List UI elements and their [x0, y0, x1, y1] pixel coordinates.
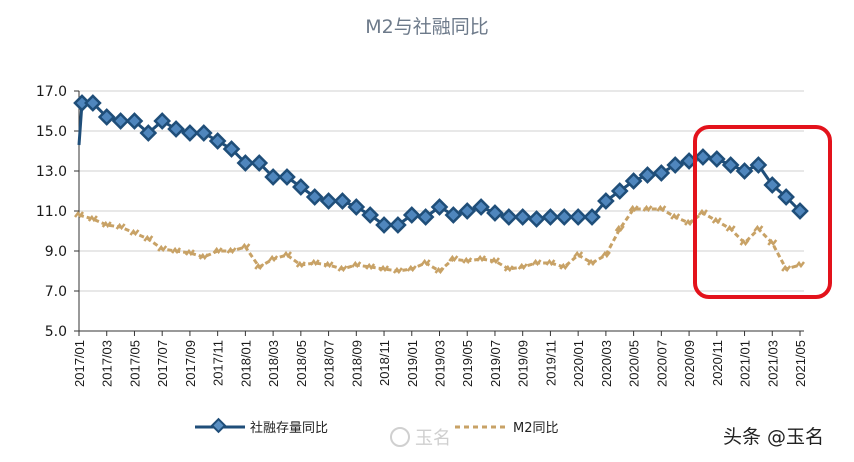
watermark-group: 玉名: [391, 428, 451, 449]
y-tick-label: 5.0: [45, 324, 67, 340]
legend-item-m2: M2同比: [455, 421, 559, 436]
x-tick-label: 2019/01: [405, 340, 420, 387]
data-point-social-financing: [349, 200, 363, 214]
series-group: [75, 96, 807, 273]
x-tick-label: 2019/05: [460, 340, 475, 387]
x-axis: 2017/01 2017/03 2017/05 2017/07 2017/09 2017/…: [72, 331, 808, 387]
weibo-icon: [391, 428, 409, 446]
data-point-m2: [408, 266, 416, 271]
data-point-social-financing: [737, 164, 751, 178]
data-point-social-financing: [460, 204, 474, 218]
x-tick-label: 2020/09: [682, 340, 697, 387]
data-point-m2: [325, 262, 333, 267]
x-tick-label: 2018/03: [266, 340, 281, 387]
data-point-social-financing: [571, 210, 585, 224]
x-tick-label: 2018/05: [294, 340, 309, 387]
y-tick-label: 13.0: [36, 164, 67, 180]
x-tick-label: 2021/01: [738, 340, 753, 387]
x-tick-label: 2017/01: [72, 340, 87, 387]
data-point-m2: [643, 206, 651, 211]
legend-label-social-financing: 社融存量同比: [250, 420, 328, 436]
data-point-social-financing: [446, 208, 460, 222]
data-point-m2: [269, 256, 277, 261]
data-point-m2: [241, 244, 249, 249]
data-point-social-financing: [557, 210, 571, 224]
x-tick-label: 2020/05: [627, 340, 642, 387]
data-point-m2: [158, 246, 166, 251]
x-tick-label: 2020/03: [599, 340, 614, 387]
data-point-m2: [338, 266, 346, 271]
x-tick-label: 2019/07: [488, 340, 503, 387]
x-tick-label: 2021/05: [793, 340, 808, 387]
data-point-social-financing: [169, 122, 183, 136]
x-tick-label: 2019/03: [433, 340, 448, 387]
data-point-social-financing: [696, 150, 710, 164]
data-point-social-financing: [183, 126, 197, 140]
data-point-m2: [228, 248, 236, 253]
y-tick-label: 9.0: [45, 244, 67, 260]
data-point-m2: [436, 268, 444, 273]
data-point-social-financing: [474, 200, 488, 214]
data-point-social-financing: [668, 158, 682, 172]
data-point-m2: [449, 256, 457, 261]
x-tick-label: 2018/07: [322, 340, 337, 387]
data-point-m2: [796, 262, 804, 267]
x-tick-label: 2019/09: [516, 340, 531, 387]
y-tick-label: 15.0: [36, 124, 67, 140]
data-point-social-financing: [488, 206, 502, 220]
data-point-m2: [782, 266, 790, 271]
data-point-m2: [602, 252, 610, 257]
y-tick-label: 7.0: [45, 284, 67, 300]
x-tick-label: 2017/07: [155, 340, 170, 387]
data-point-social-financing: [502, 210, 516, 224]
x-tick-label: 2018/01: [238, 340, 253, 387]
series-line-m2: [79, 209, 800, 271]
x-tick-label: 2020/07: [654, 340, 669, 387]
data-point-social-financing: [654, 166, 668, 180]
data-point-social-financing: [335, 194, 349, 208]
data-point-m2: [255, 264, 263, 269]
x-tick-label: 2020/01: [571, 340, 586, 387]
data-point-social-financing: [211, 134, 225, 148]
source-credit: 头条 @玉名: [723, 426, 824, 448]
y-tick-label: 17.0: [36, 84, 67, 100]
x-tick-label: 2017/11: [211, 340, 226, 386]
data-point-m2: [117, 224, 125, 229]
x-tick-label: 2017/05: [127, 340, 142, 387]
x-tick-label: 2018/09: [349, 340, 364, 387]
x-tick-label: 2018/11: [377, 340, 392, 386]
data-point-social-financing: [322, 194, 336, 208]
data-point-m2: [519, 264, 527, 269]
data-point-social-financing: [640, 168, 654, 182]
legend-item-social-financing: 社融存量同比: [195, 419, 328, 436]
data-point-social-financing: [516, 210, 530, 224]
data-point-m2: [130, 230, 138, 235]
y-axis: 17.0 15.0 13.0 11.0 9.0 7.0 5.0: [36, 84, 79, 340]
data-point-social-financing: [529, 212, 543, 226]
x-tick-label: 2021/03: [765, 340, 780, 387]
data-point-m2: [463, 258, 471, 263]
y-tick-label: 11.0: [36, 204, 67, 220]
data-point-m2: [685, 220, 693, 225]
data-point-social-financing: [197, 126, 211, 140]
legend-marker-diamond-icon: [212, 419, 225, 432]
data-point-social-financing: [710, 152, 724, 166]
data-point-m2: [616, 226, 624, 231]
data-point-social-financing: [114, 114, 128, 128]
x-tick-label: 2017/03: [100, 340, 115, 387]
x-tick-label: 2019/11: [543, 340, 558, 386]
watermark-text: 玉名: [415, 428, 451, 449]
legend-label-m2: M2同比: [513, 421, 559, 436]
data-point-m2: [214, 248, 222, 253]
x-tick-label: 2017/09: [183, 340, 198, 387]
legend: 社融存量同比 M2同比: [195, 419, 559, 436]
data-point-m2: [394, 268, 402, 273]
x-tick-label: 2020/11: [710, 340, 725, 386]
data-point-social-financing: [543, 210, 557, 224]
data-point-social-financing: [724, 158, 738, 172]
